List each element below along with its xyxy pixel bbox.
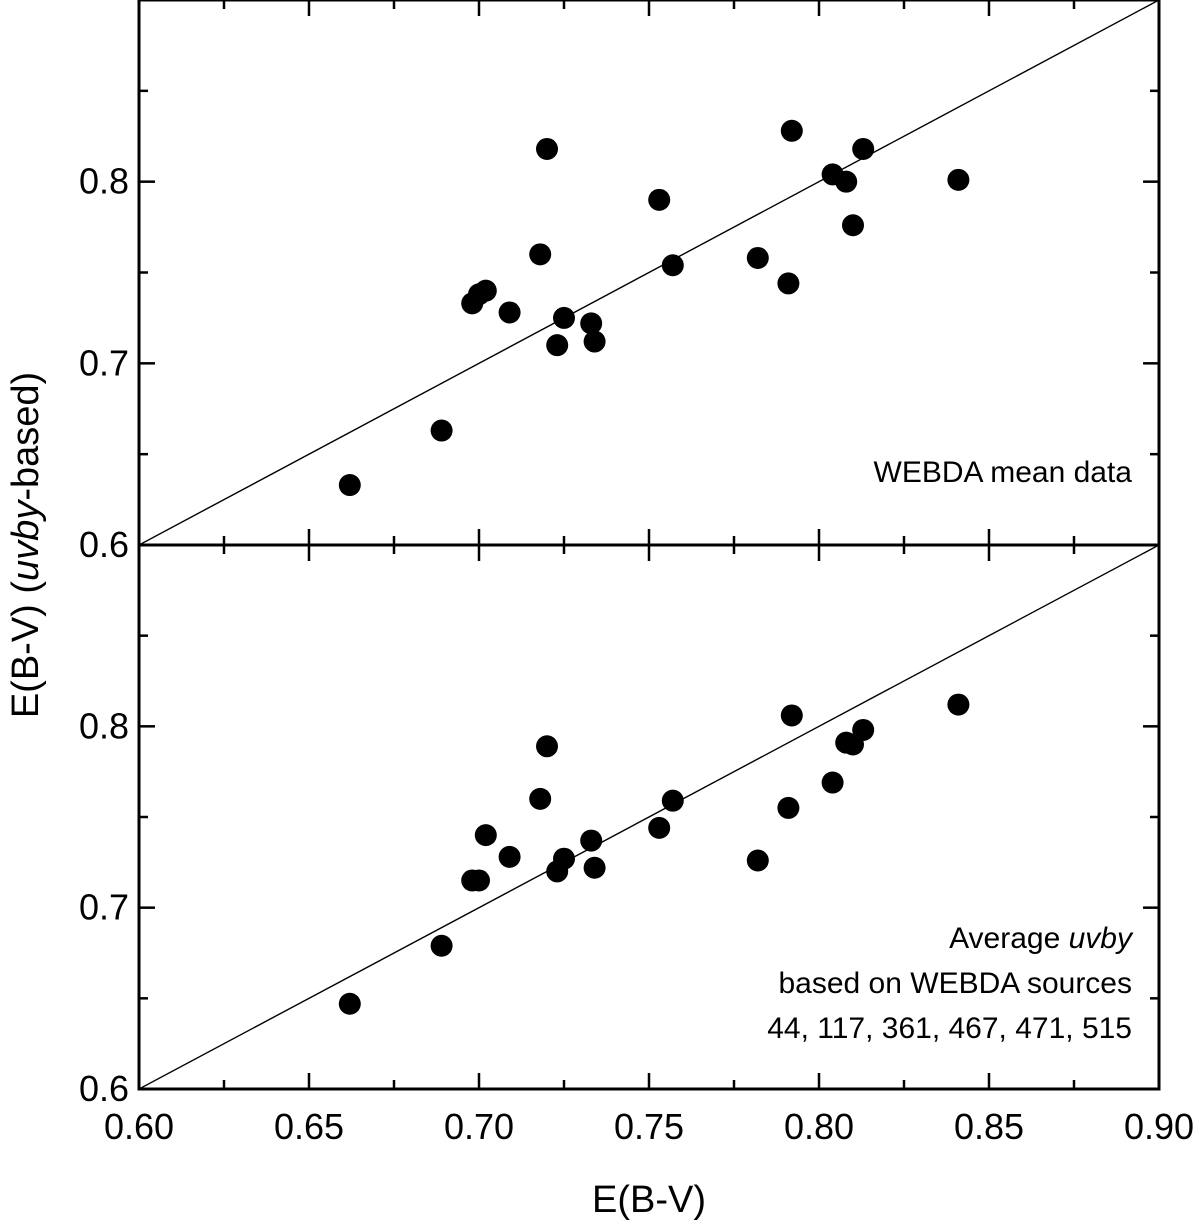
data-point-top-5: [498, 301, 521, 324]
top-annotation: WEBDA mean data: [874, 456, 1133, 489]
data-point-top-7: [536, 137, 558, 160]
data-point-top-21: [947, 168, 970, 191]
panel-bottom: 0.6 0.7 0.8: [79, 543, 1161, 1109]
data-point-bottom-16: [780, 704, 803, 727]
data-point-bottom-5: [498, 845, 521, 868]
bottom-annotation-line-2: based on WEBDA sources: [778, 967, 1132, 1000]
data-point-top-13: [661, 254, 684, 277]
x-axis-title: E(B-V): [592, 1179, 706, 1221]
x-tick-label: 0.60: [104, 1106, 174, 1147]
y-tick-label-top: 0.7: [79, 342, 129, 383]
data-point-top-8: [546, 334, 569, 357]
data-point-bottom-11: [583, 856, 606, 879]
data-point-bottom-14: [746, 849, 769, 872]
y-tick-label-top: 0.8: [79, 161, 129, 202]
data-point-bottom-6: [529, 787, 552, 810]
data-point-bottom-0: [338, 992, 361, 1015]
data-point-top-1: [430, 419, 453, 442]
x-tick-label: 0.80: [784, 1106, 854, 1147]
data-point-top-10: [580, 312, 603, 335]
y-tick-label-top: 0.6: [79, 524, 129, 565]
data-point-bottom-15: [777, 796, 800, 819]
reference-line-bottom: [139, 545, 1159, 1089]
data-point-top-4: [474, 279, 497, 302]
data-point-bottom-7: [536, 735, 558, 758]
data-point-top-19: [842, 214, 864, 237]
y-tick-label-bottom: 0.8: [79, 705, 129, 746]
x-axis: 0.60 0.65 0.70 0.75 0.80 0.85 0.90: [104, 1106, 1194, 1147]
data-point-bottom-13: [661, 789, 684, 812]
reference-line-top: [139, 0, 1159, 545]
panel-top: 0.6 0.7 0.8: [79, 0, 1161, 565]
y-tick-label-bottom: 0.6: [79, 1068, 129, 1109]
bottom-annotation-line-3: 44, 117, 361, 467, 471, 515: [767, 1012, 1132, 1045]
data-point-top-0: [338, 474, 361, 497]
data-point-top-12: [648, 188, 671, 211]
data-point-top-14: [746, 246, 769, 269]
x-tick-label: 0.65: [274, 1106, 344, 1147]
x-tick-label: 0.90: [1124, 1106, 1194, 1147]
data-point-bottom-20: [852, 718, 875, 741]
y-axis-title: E(B-V) (uvby-based): [5, 372, 47, 718]
data-point-top-20: [852, 137, 875, 160]
data-point-top-16: [780, 119, 803, 142]
data-point-bottom-4: [474, 824, 497, 847]
data-point-bottom-10: [580, 829, 603, 852]
data-point-bottom-12: [648, 816, 671, 839]
x-tick-label: 0.70: [444, 1106, 514, 1147]
data-point-bottom-17: [821, 771, 844, 794]
data-point-top-9: [553, 306, 575, 329]
data-point-bottom-21: [947, 693, 970, 716]
data-point-top-6: [529, 243, 552, 266]
data-point-bottom-1: [430, 934, 453, 957]
y-tick-label-bottom: 0.7: [79, 887, 129, 928]
data-point-top-18: [835, 170, 858, 193]
data-point-bottom-3: [468, 869, 490, 892]
x-tick-label: 0.85: [954, 1106, 1024, 1147]
bottom-annotation-line-1: Average uvby: [949, 922, 1134, 955]
data-point-bottom-9: [553, 847, 575, 870]
data-point-top-11: [583, 330, 606, 353]
x-tick-label: 0.75: [614, 1106, 684, 1147]
data-point-top-15: [777, 272, 800, 295]
